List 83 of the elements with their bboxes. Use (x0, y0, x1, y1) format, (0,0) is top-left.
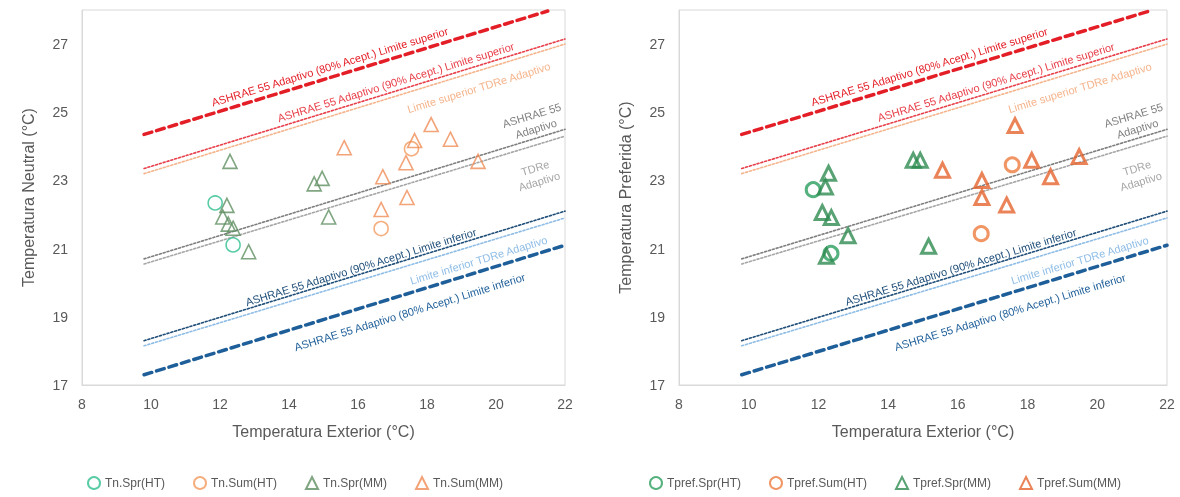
point (1003, 156, 1021, 174)
x-tick-label: 8 (78, 396, 87, 412)
point (822, 209, 840, 227)
x-tick-label: 12 (212, 396, 228, 412)
point (398, 154, 414, 171)
x-tick-label: 8 (675, 396, 684, 412)
point (1006, 117, 1024, 135)
point (219, 197, 235, 214)
y-tick-label: 17 (52, 377, 69, 393)
x-tick-label: 14 (281, 396, 297, 412)
x-tick-label: 12 (810, 396, 827, 412)
point (406, 132, 423, 149)
point (934, 161, 952, 179)
point (320, 209, 337, 225)
x-tick-label: 22 (1159, 396, 1175, 412)
x-axis-title: Temperatura Exterior (°C) (831, 422, 1015, 440)
x-axis-title: Temperatura Exterior (°C) (232, 422, 415, 440)
legend-label: Tpref.Sum(MM) (1037, 476, 1122, 490)
x-tick-label: 10 (740, 396, 757, 412)
point (1070, 148, 1088, 166)
point (373, 201, 389, 218)
x-tick-label: 22 (557, 396, 573, 412)
y-tick-label: 21 (52, 240, 69, 257)
point (816, 178, 834, 196)
text: TDRe Adaptivo (517, 157, 562, 194)
point (403, 140, 420, 157)
x-tick-label: 20 (488, 396, 504, 412)
point (373, 220, 389, 237)
point (820, 164, 838, 182)
x-tick-label: 16 (950, 396, 966, 412)
point (240, 243, 257, 260)
legend-label: Tn.Sum(HT) (211, 476, 278, 490)
y-tick-label: 27 (649, 36, 666, 53)
point (306, 176, 322, 192)
point (904, 151, 922, 169)
legend-label: Tn.Spr(MM) (323, 476, 387, 490)
point (314, 170, 330, 187)
x-tick-label: 16 (350, 396, 366, 412)
point (813, 204, 831, 221)
y-axis-title: Temperatura Preferida (°C) (616, 101, 634, 294)
text: TDRe Adaptivo (1118, 157, 1164, 194)
y-tick-label: 19 (52, 308, 69, 325)
x-tick-label: 18 (419, 396, 435, 412)
point (336, 139, 352, 156)
point (470, 153, 486, 170)
point (375, 168, 391, 185)
y-tick-label: 23 (649, 172, 666, 189)
legend-label: Tn.Spr(HT) (105, 476, 166, 490)
point (225, 220, 241, 236)
y-tick-label: 23 (52, 172, 69, 189)
point (973, 171, 991, 189)
point (225, 237, 241, 253)
point (972, 225, 990, 243)
y-tick-label: 25 (52, 104, 69, 121)
legend-label: Tn.Sum(MM) (433, 476, 503, 490)
x-tick-label: 20 (1089, 396, 1106, 412)
point (399, 189, 415, 206)
x-tick-label: 14 (880, 396, 897, 412)
point (1023, 151, 1041, 169)
point (423, 116, 439, 133)
point (817, 247, 835, 265)
legend-label: Tpref.Spr(MM) (913, 476, 992, 490)
point (998, 196, 1016, 214)
point (222, 153, 238, 170)
x-tick-label: 18 (1019, 396, 1036, 412)
point (839, 227, 857, 245)
y-tick-label: 21 (649, 240, 666, 257)
legend-label: Tpref.Spr(HT) (667, 476, 742, 490)
y-tick-label: 25 (649, 104, 666, 121)
y-axis-title: Temperatura Neutral (°C) (19, 108, 37, 287)
point (920, 237, 938, 255)
y-tick-label: 27 (52, 36, 69, 53)
point (207, 195, 223, 211)
y-tick-label: 19 (649, 308, 666, 325)
legend-label: Tpref.Sum(HT) (787, 476, 868, 490)
point (214, 209, 231, 225)
point (973, 189, 991, 206)
point (220, 216, 237, 232)
y-tick-label: 17 (649, 377, 666, 393)
point (442, 131, 459, 147)
x-tick-label: 10 (143, 396, 159, 412)
point (911, 151, 929, 169)
point (1042, 168, 1060, 186)
